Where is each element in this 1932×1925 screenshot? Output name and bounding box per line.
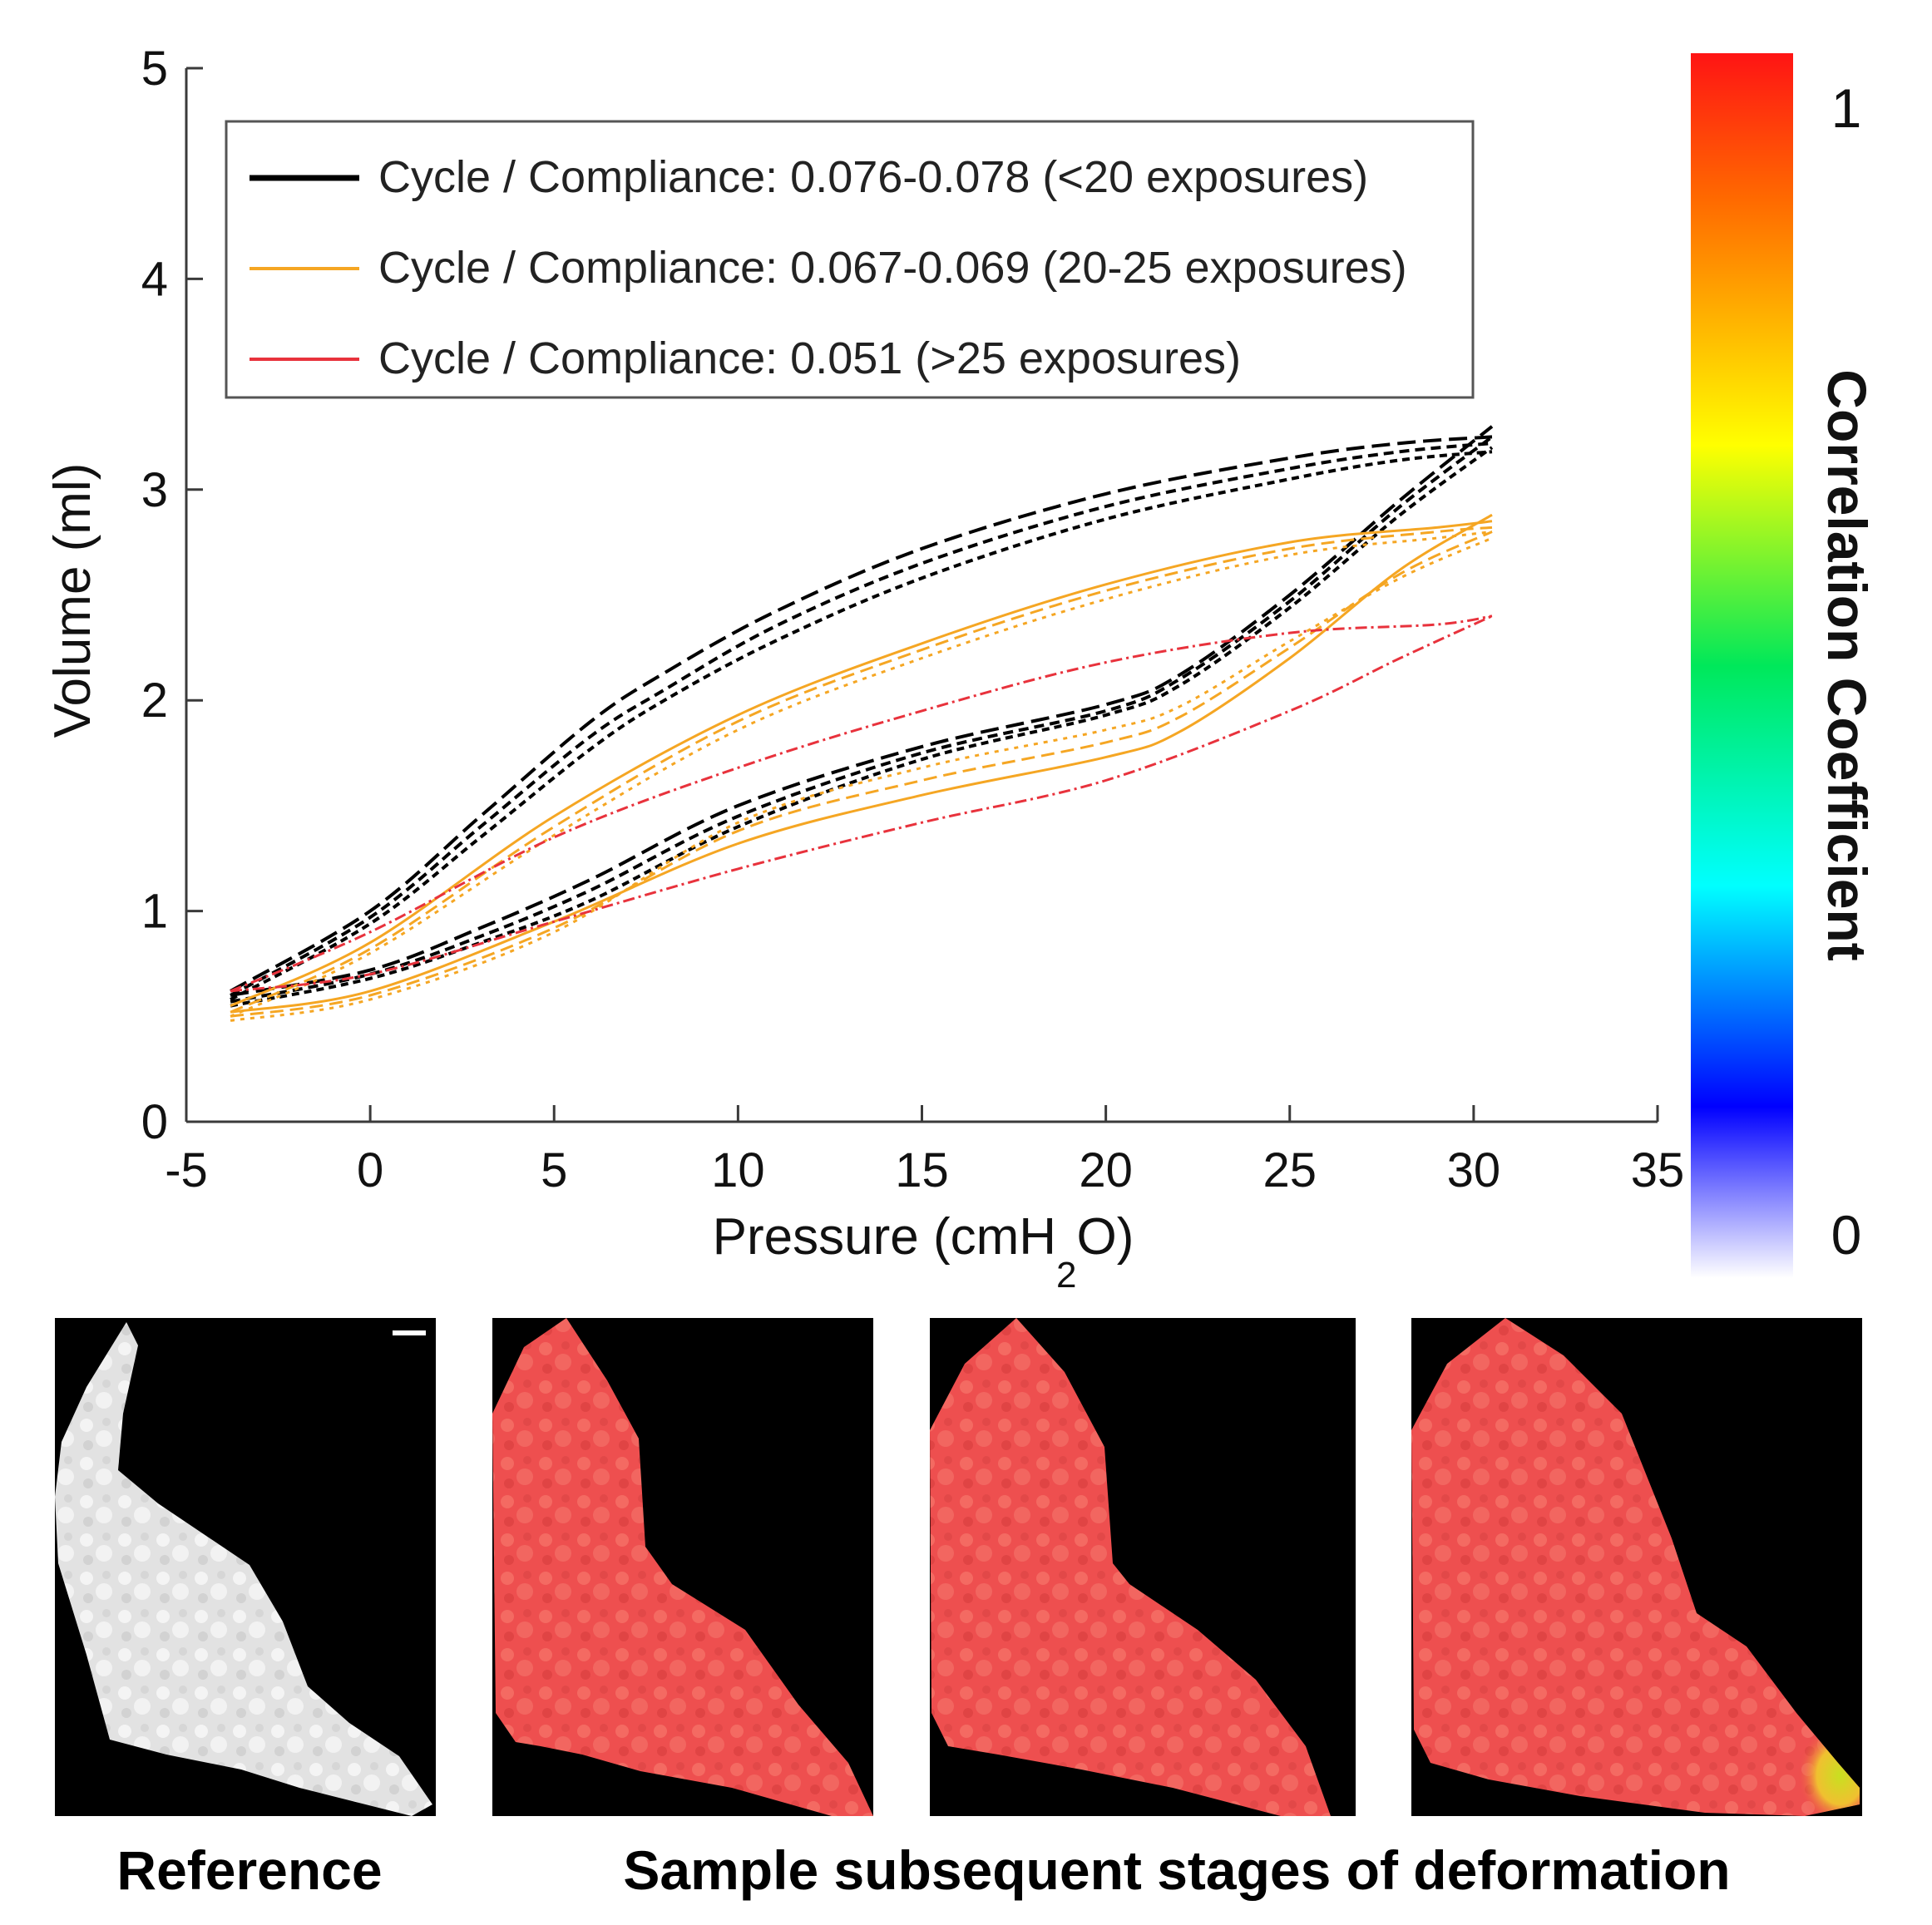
series-line-orange-lower-3 [230, 536, 1493, 1022]
deformation-stage-3-panel [1411, 1318, 1862, 1816]
legend-label-orange: Cycle / Compliance: 0.067-0.069 (20-25 e… [378, 243, 1407, 293]
series-line-red-upper [230, 615, 1493, 993]
x-tick-label: 0 [357, 1143, 383, 1197]
series-line-black-lower-1 [230, 425, 1494, 997]
x-tick-label: 5 [541, 1143, 567, 1197]
x-axis-title-main: Pressure (cmH [713, 1208, 1056, 1266]
y-axis-title: Volume (ml) [44, 463, 101, 738]
x-tick-label: 15 [895, 1143, 949, 1197]
stages-caption: Sample subsequent stages of deformation [623, 1839, 1730, 1901]
y-tick-label: 5 [141, 42, 168, 96]
deformation-stage-2-panel [930, 1318, 1356, 1816]
legend: Cycle / Compliance: 0.076-0.078 (<20 exp… [225, 120, 1475, 399]
x-ticks: -5 0 5 10 15 20 25 30 35 [165, 1105, 1684, 1197]
legend-label-black: Cycle / Compliance: 0.076-0.078 (<20 exp… [378, 152, 1368, 202]
x-tick-label: 30 [1447, 1143, 1501, 1197]
x-axis-title-end: O) [1077, 1208, 1134, 1266]
x-tick-label: -5 [165, 1143, 208, 1197]
x-tick-label: 35 [1631, 1143, 1685, 1197]
stage-3-low-correlation-region [1697, 1613, 1860, 1816]
y-tick-label: 4 [141, 252, 168, 306]
reference-lung-tissue [55, 1322, 432, 1816]
colorbar-gradient [1691, 53, 1793, 1278]
series-line-red-lower [230, 615, 1493, 993]
colorbar-min-label: 0 [1831, 1204, 1862, 1266]
colorbar-max-label: 1 [1831, 77, 1862, 139]
series-line-orange-lower-2 [230, 531, 1493, 1018]
series-line-orange-lower-1 [230, 513, 1493, 1014]
x-axis-title-subscript: 2 [1056, 1255, 1076, 1296]
series-line-black-lower-2 [230, 435, 1494, 1004]
reference-panel [55, 1318, 436, 1816]
stage-2-lung-tissue [930, 1318, 1331, 1816]
legend-box [225, 120, 1475, 399]
series-line-orange-upper-1 [230, 520, 1493, 1007]
deformation-panels [55, 1318, 1862, 1816]
series-line-black-upper-2 [230, 442, 1493, 997]
series-layer [230, 425, 1494, 1022]
colorbar-title: Correlation Coefficient [1816, 369, 1878, 960]
y-tick-label: 3 [141, 463, 168, 517]
y-ticks: 0 1 2 3 4 5 [141, 42, 203, 1149]
x-axis-title: Pressure (cmH2O) [713, 1208, 1134, 1296]
x-tick-label: 25 [1262, 1143, 1317, 1197]
deformation-stage-1-panel [492, 1318, 873, 1816]
legend-label-red: Cycle / Compliance: 0.051 (>25 exposures… [378, 333, 1241, 383]
y-tick-label: 0 [141, 1095, 168, 1149]
colorbar: 1 0 Correlation Coefficient [1691, 53, 1878, 1278]
series-line-black-upper-1 [230, 435, 1493, 993]
series-line-orange-upper-3 [230, 531, 1493, 1018]
y-tick-label: 1 [141, 885, 168, 939]
series-line-orange-upper-2 [230, 526, 1493, 1014]
x-tick-label: 20 [1079, 1143, 1133, 1197]
y-tick-label: 2 [141, 674, 168, 728]
stage-1-lung-tissue [492, 1318, 873, 1816]
x-tick-label: 10 [711, 1143, 765, 1197]
series-line-black-upper-3 [230, 450, 1493, 1001]
series-line-black-lower-3 [230, 446, 1494, 1008]
scale-bar [393, 1330, 426, 1335]
reference-caption: Reference [116, 1839, 382, 1901]
